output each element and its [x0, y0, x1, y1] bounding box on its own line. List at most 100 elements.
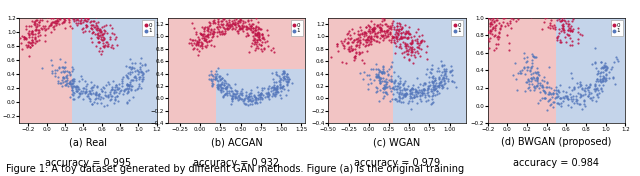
Point	[394, 91, 404, 94]
Point	[601, 68, 611, 71]
Point	[432, 93, 442, 96]
Point	[17, 35, 27, 38]
Point	[24, 32, 34, 35]
Point	[392, 31, 402, 34]
Point	[54, 18, 65, 21]
Point	[350, 55, 360, 58]
Point	[279, 72, 289, 74]
Point	[488, 26, 498, 28]
Point	[109, 98, 120, 100]
Point	[504, 8, 515, 11]
Point	[519, 52, 529, 55]
Point	[252, 32, 262, 35]
Point	[234, 27, 244, 30]
Point	[527, 53, 537, 56]
Point	[27, 20, 37, 23]
Point	[492, 36, 502, 39]
Point	[199, 27, 209, 30]
Point	[515, 8, 525, 11]
Point	[260, 96, 270, 98]
Point	[363, 39, 373, 42]
Point	[437, 83, 447, 86]
Point	[29, 38, 40, 40]
Point	[491, 46, 501, 49]
Point	[113, 86, 124, 89]
Point	[403, 30, 413, 33]
Point	[124, 71, 134, 74]
Point	[417, 93, 427, 96]
Point	[122, 84, 132, 87]
Point	[410, 90, 420, 93]
Point	[65, 11, 76, 14]
Point	[381, 91, 391, 94]
Text: (d) BWGAN (proposed): (d) BWGAN (proposed)	[501, 137, 612, 147]
Point	[345, 37, 355, 40]
Point	[566, 24, 577, 27]
Point	[374, 40, 384, 43]
Point	[398, 82, 408, 85]
Point	[538, 97, 548, 100]
Point	[230, 89, 240, 91]
Point	[67, 78, 77, 81]
Point	[56, 81, 67, 84]
Point	[326, 55, 336, 58]
Point	[219, 83, 229, 86]
Point	[508, 17, 518, 20]
Point	[505, 0, 515, 2]
Point	[220, 27, 230, 29]
Point	[267, 85, 277, 88]
Point	[369, 39, 379, 41]
Point	[66, 83, 76, 86]
Point	[204, 40, 214, 42]
Point	[237, 88, 247, 90]
Point	[83, 83, 93, 85]
Point	[236, 27, 246, 30]
Point	[413, 52, 424, 54]
Point	[233, 23, 243, 26]
Point	[59, 18, 69, 20]
Point	[548, 8, 559, 11]
Point	[227, 22, 237, 25]
Point	[241, 25, 251, 28]
Point	[595, 78, 605, 81]
Point	[65, 79, 75, 82]
Point	[372, 75, 383, 77]
Point	[343, 37, 353, 40]
Point	[584, 93, 594, 96]
Point	[216, 23, 227, 26]
Point	[243, 95, 253, 98]
Point	[212, 86, 222, 89]
Point	[125, 72, 136, 75]
Point	[212, 25, 223, 28]
Point	[530, 0, 540, 3]
Point	[130, 76, 140, 78]
Point	[234, 93, 244, 96]
Point	[400, 32, 410, 35]
Point	[213, 23, 223, 25]
Point	[385, 25, 396, 27]
Point	[248, 39, 259, 42]
Text: accuracy = 0.932: accuracy = 0.932	[193, 158, 280, 168]
Point	[234, 95, 244, 98]
Point	[485, 22, 495, 25]
Point	[378, 66, 388, 69]
Point	[552, 12, 562, 15]
Point	[284, 88, 294, 91]
Legend: 0, 1: 0, 1	[291, 20, 303, 36]
Point	[534, 98, 545, 101]
Point	[383, 33, 393, 35]
Point	[247, 103, 257, 106]
Point	[262, 96, 273, 99]
Point	[609, 83, 620, 85]
Point	[207, 84, 217, 87]
Point	[33, 22, 43, 25]
Point	[412, 30, 422, 33]
Point	[237, 28, 248, 31]
Point	[260, 92, 271, 94]
Point	[546, 10, 556, 13]
Point	[136, 87, 146, 90]
Point	[404, 95, 415, 98]
Point	[540, 75, 550, 78]
Point	[431, 81, 441, 84]
Point	[427, 101, 437, 104]
